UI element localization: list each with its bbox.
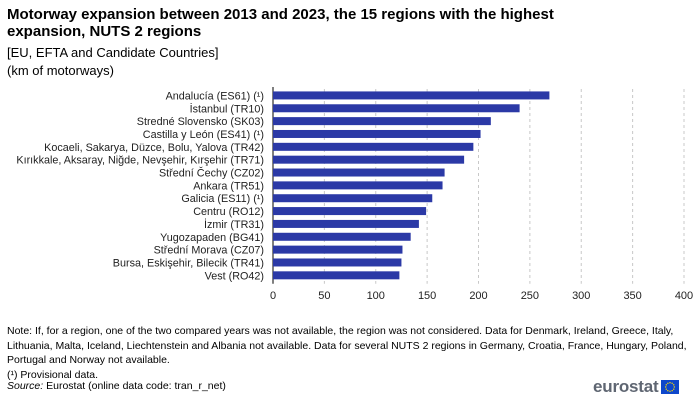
category-label: Kırıkkale, Aksaray, Niğde, Nevşehir, Kır… [16,155,264,167]
eurostat-logo-text: eurostat [593,377,659,396]
x-tick-label: 250 [521,290,539,302]
x-tick-label: 400 [675,290,693,302]
bar [273,258,402,267]
category-label: Centru (RO12) [193,206,264,218]
bar [273,142,474,151]
flag-star [666,388,668,390]
x-tick-label: 0 [270,290,276,302]
flag-star [673,384,675,386]
category-label: Bursa, Eskişehir, Bilecik (TR41) [113,257,264,269]
category-label: Galicia (ES11) (¹) [181,193,264,205]
flag-star [669,390,672,392]
chart-category-labels: Andalucía (ES61) (¹)İstanbul (TR10)Stred… [16,90,264,282]
category-label: Střední Morava (CZ07) [154,245,264,257]
bar [273,104,520,113]
category-label: İzmir (TR31) [204,218,264,231]
bar [273,245,403,254]
bar [273,168,445,177]
category-label: Střední Čechy (CZ02) [159,167,264,180]
flag-star [666,384,668,386]
eu-flag-icon [661,380,680,394]
x-tick-label: 150 [418,290,436,302]
source-text: Eurostat (online data code: tran_r_net) [43,380,226,392]
footnote-text: (¹) Provisional data. [7,368,99,381]
chart-unit: (km of motorways) [7,63,114,78]
flag-star [667,382,670,384]
flag-star [674,386,676,388]
bar [273,232,411,241]
flag-star [667,390,670,392]
chart-bars [273,91,550,280]
bar [273,219,419,228]
bar [273,194,433,203]
bar [273,155,465,164]
x-tick-label: 100 [367,290,385,302]
bar-chart: Andalucía (ES61) (¹)İstanbul (TR10)Stred… [16,87,693,302]
chart-title: Motorway expansion between 2013 and 2023… [7,6,554,40]
flag-star [665,386,667,388]
category-label: Yugozapaden (BG41) [160,232,264,244]
bar [273,207,427,216]
category-label: Kocaeli, Sakarya, Düzce, Bolu, Yalova (T… [44,142,264,154]
notes: Note: If, for a region, one of the two c… [7,324,687,382]
bar [273,129,481,138]
flag-star [671,390,674,392]
eurostat-logo[interactable]: eurostat [593,376,680,398]
flag-star [669,382,672,384]
chart-subtitle: [EU, EFTA and Candidate Countries] [7,45,219,60]
x-tick-label: 300 [572,290,590,302]
source-line: Source: Eurostat (online data code: tran… [7,380,226,392]
category-label: Ankara (TR51) [193,180,264,192]
source-label: Source: [7,380,44,392]
category-label: Castilla y León (ES41) (¹) [143,129,264,141]
category-label: İstanbul (TR10) [190,102,264,115]
category-label: Stredné Slovensko (SK03) [137,116,264,128]
x-tick-label: 200 [469,290,487,302]
chart-x-ticks: 0 50 100 150 200 250 300 350 400 [270,290,693,302]
x-tick-label: 50 [318,290,330,302]
x-tick-label: 350 [623,290,641,302]
bar [273,117,491,126]
category-label: Vest (RO42) [205,270,264,282]
note-text: Note: If, for a region, one of the two c… [7,325,687,366]
bar [273,91,550,100]
bar [273,181,443,190]
flag-star [673,388,675,390]
category-label: Andalucía (ES61) (¹) [166,90,264,102]
bar [273,271,400,280]
flag-star [671,382,674,384]
